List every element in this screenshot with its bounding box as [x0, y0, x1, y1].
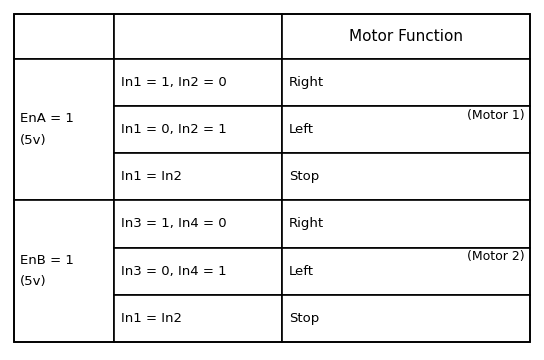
Text: Left: Left — [289, 123, 314, 136]
Bar — [114, 295, 282, 342]
Text: (Motor 1): (Motor 1) — [467, 109, 525, 122]
Bar — [14, 59, 114, 200]
Text: (5v): (5v) — [20, 134, 47, 147]
Bar — [14, 14, 114, 59]
Text: Motor Function: Motor Function — [349, 29, 463, 44]
Text: In1 = In2: In1 = In2 — [121, 312, 182, 325]
Bar — [282, 248, 530, 295]
Text: Stop: Stop — [289, 312, 319, 325]
Text: EnB = 1: EnB = 1 — [20, 254, 74, 267]
Bar — [114, 248, 282, 295]
Text: In1 = 1, In2 = 0: In1 = 1, In2 = 0 — [121, 76, 227, 89]
Bar — [114, 59, 282, 106]
Bar — [114, 200, 282, 248]
Bar — [114, 153, 282, 200]
Bar — [114, 106, 282, 153]
Bar — [282, 295, 530, 342]
Text: Left: Left — [289, 265, 314, 278]
Bar — [282, 106, 530, 153]
Text: (5v): (5v) — [20, 275, 47, 288]
Bar — [282, 153, 530, 200]
Text: In3 = 0, In4 = 1: In3 = 0, In4 = 1 — [121, 265, 226, 278]
Text: Right: Right — [289, 217, 324, 230]
Text: In1 = 0, In2 = 1: In1 = 0, In2 = 1 — [121, 123, 227, 136]
Text: Stop: Stop — [289, 170, 319, 183]
Text: Right: Right — [289, 76, 324, 89]
Text: (Motor 2): (Motor 2) — [467, 251, 525, 264]
Text: In3 = 1, In4 = 0: In3 = 1, In4 = 0 — [121, 217, 226, 230]
Text: In1 = In2: In1 = In2 — [121, 170, 182, 183]
Text: EnA = 1: EnA = 1 — [20, 112, 74, 125]
Bar — [114, 14, 282, 59]
Bar — [282, 59, 530, 106]
Bar — [282, 14, 530, 59]
Bar — [282, 200, 530, 248]
Bar — [14, 200, 114, 342]
